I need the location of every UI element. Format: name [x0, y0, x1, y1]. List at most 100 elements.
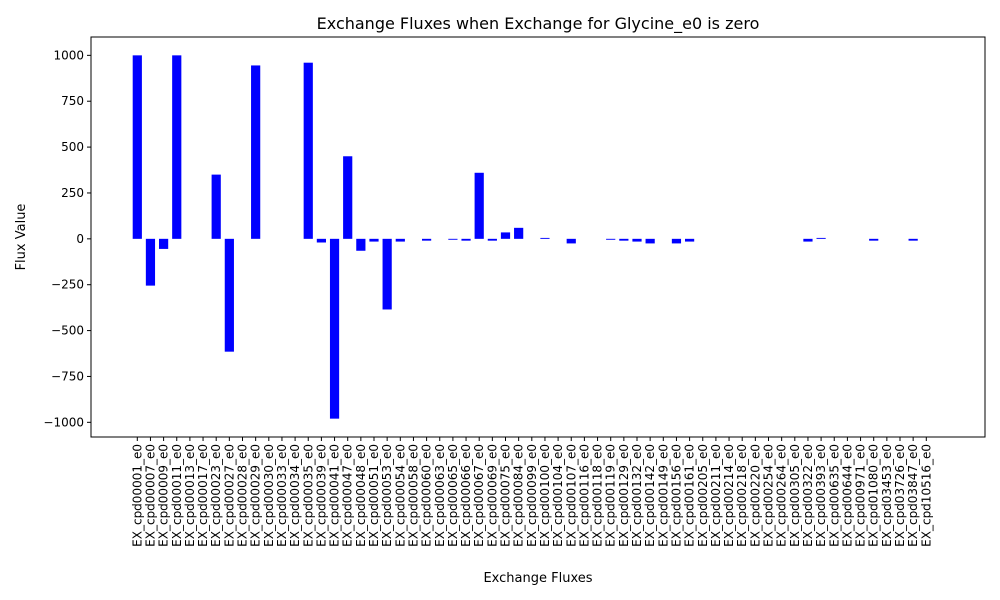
bar — [869, 239, 878, 241]
x-tick-label: EX_cpd00011_e0 — [170, 444, 184, 547]
x-tick-label: EX_cpd00029_e0 — [249, 444, 263, 547]
x-tick-label: EX_cpd00214_e0 — [722, 444, 736, 547]
x-tick-label: EX_cpd00039_e0 — [314, 444, 328, 547]
bar — [383, 239, 392, 310]
x-tick-label: EX_cpd03453_e0 — [880, 444, 894, 547]
bar — [619, 239, 628, 241]
x-tick-label: EX_cpd00104_e0 — [551, 444, 565, 547]
x-tick-label: EX_cpd00027_e0 — [222, 444, 236, 547]
bar — [501, 232, 510, 238]
x-tick-label: EX_cpd00035_e0 — [301, 444, 315, 547]
bar — [396, 239, 405, 242]
x-tick-label: EX_cpd00118_e0 — [591, 444, 605, 547]
y-tick-label: −750 — [51, 369, 84, 383]
x-tick-label: EX_cpd00009_e0 — [157, 444, 171, 547]
x-tick-label: EX_cpd00971_e0 — [854, 444, 868, 547]
bar — [514, 228, 523, 239]
x-tick-label: EX_cpd10516_e0 — [919, 444, 933, 547]
y-tick-label: 1000 — [53, 48, 84, 62]
bar — [632, 239, 641, 242]
x-tick-label: EX_cpd00644_e0 — [840, 444, 854, 547]
x-tick-label: EX_cpd00041_e0 — [328, 444, 342, 547]
bar — [133, 55, 142, 238]
bar — [369, 239, 378, 242]
bar — [343, 156, 352, 239]
x-tick-label: EX_cpd00218_e0 — [735, 444, 749, 547]
x-tick-label: EX_cpd00099_e0 — [525, 444, 539, 547]
y-tick-label: −250 — [51, 278, 84, 292]
x-tick-label: EX_cpd00033_e0 — [275, 444, 289, 547]
y-tick-label: 750 — [61, 94, 84, 108]
bar — [540, 238, 549, 239]
y-tick-label: 0 — [76, 232, 84, 246]
x-tick-label: EX_cpd00067_e0 — [472, 444, 486, 547]
chart-title: Exchange Fluxes when Exchange for Glycin… — [317, 14, 760, 34]
x-tick-label: EX_cpd00211_e0 — [709, 444, 723, 547]
bar — [685, 239, 694, 242]
x-tick-label: EX_cpd00030_e0 — [262, 444, 276, 547]
bar — [909, 239, 918, 241]
bar — [672, 239, 681, 244]
x-tick-label: EX_cpd00063_e0 — [433, 444, 447, 547]
bar — [488, 239, 497, 241]
bar — [159, 239, 168, 249]
y-axis-label: Flux Value — [14, 204, 29, 271]
x-tick-label: EX_cpd00635_e0 — [827, 444, 841, 547]
x-tick-label: EX_cpd00205_e0 — [696, 444, 710, 547]
x-tick-label: EX_cpd00393_e0 — [814, 444, 828, 547]
bar — [422, 239, 431, 241]
x-tick-label: EX_cpd00119_e0 — [604, 444, 618, 547]
bar — [817, 238, 826, 239]
bar — [251, 65, 260, 238]
x-tick-label: EX_cpd00051_e0 — [367, 444, 381, 547]
x-tick-label: EX_cpd00100_e0 — [538, 444, 552, 547]
x-axis-label: Exchange Fluxes — [483, 571, 592, 586]
y-tick-label: 250 — [61, 186, 84, 200]
x-tick-label: EX_cpd00048_e0 — [354, 444, 368, 547]
bar — [225, 239, 234, 352]
bar — [172, 55, 181, 238]
x-tick-label: EX_cpd00156_e0 — [669, 444, 683, 547]
bar — [606, 239, 615, 240]
x-tick-label: EX_cpd00058_e0 — [406, 444, 420, 547]
bar — [146, 239, 155, 286]
x-tick-label: EX_cpd00053_e0 — [380, 444, 394, 547]
x-tick-label: EX_cpd00149_e0 — [656, 444, 670, 547]
x-tick-label: EX_cpd00305_e0 — [788, 444, 802, 547]
x-tick-label: EX_cpd01080_e0 — [867, 444, 881, 547]
x-tick-label: EX_cpd03726_e0 — [893, 444, 907, 547]
bar — [317, 239, 326, 243]
x-tick-label: EX_cpd00142_e0 — [643, 444, 657, 547]
x-tick-label: EX_cpd00084_e0 — [512, 444, 526, 547]
x-tick-label: EX_cpd00047_e0 — [341, 444, 355, 547]
bar — [356, 239, 365, 251]
x-tick-label: EX_cpd00116_e0 — [577, 444, 591, 547]
x-tick-label: EX_cpd00132_e0 — [630, 444, 644, 547]
x-tick-label: EX_cpd00220_e0 — [748, 444, 762, 547]
x-tick-label: EX_cpd00129_e0 — [617, 444, 631, 547]
x-tick-label: EX_cpd00060_e0 — [420, 444, 434, 547]
x-tick-label: EX_cpd00075_e0 — [499, 444, 513, 547]
x-axis: EX_cpd00001_e0 EX_cpd00007_e0 EX_cpd00009_… — [130, 437, 933, 547]
x-tick-label: EX_cpd00054_e0 — [393, 444, 407, 547]
bar — [461, 239, 470, 241]
x-tick-label: EX_cpd00007_e0 — [143, 444, 157, 547]
x-tick-label: EX_cpd00028_e0 — [236, 444, 250, 547]
bar — [803, 239, 812, 242]
x-tick-label: EX_cpd00017_e0 — [196, 444, 210, 547]
y-tick-label: −1000 — [43, 415, 84, 429]
bar — [212, 175, 221, 239]
bar — [567, 239, 576, 244]
x-tick-label: EX_cpd03847_e0 — [906, 444, 920, 547]
x-tick-label: EX_cpd00066_e0 — [459, 444, 473, 547]
bar — [304, 63, 313, 239]
x-tick-label: EX_cpd00264_e0 — [775, 444, 789, 547]
bar — [330, 239, 339, 419]
x-tick-label: EX_cpd00322_e0 — [801, 444, 815, 547]
x-tick-label: EX_cpd00013_e0 — [183, 444, 197, 547]
x-tick-label: EX_cpd00001_e0 — [130, 444, 144, 547]
x-tick-label: EX_cpd00107_e0 — [564, 444, 578, 547]
x-tick-label: EX_cpd00161_e0 — [683, 444, 697, 547]
x-tick-label: EX_cpd00254_e0 — [762, 444, 776, 547]
